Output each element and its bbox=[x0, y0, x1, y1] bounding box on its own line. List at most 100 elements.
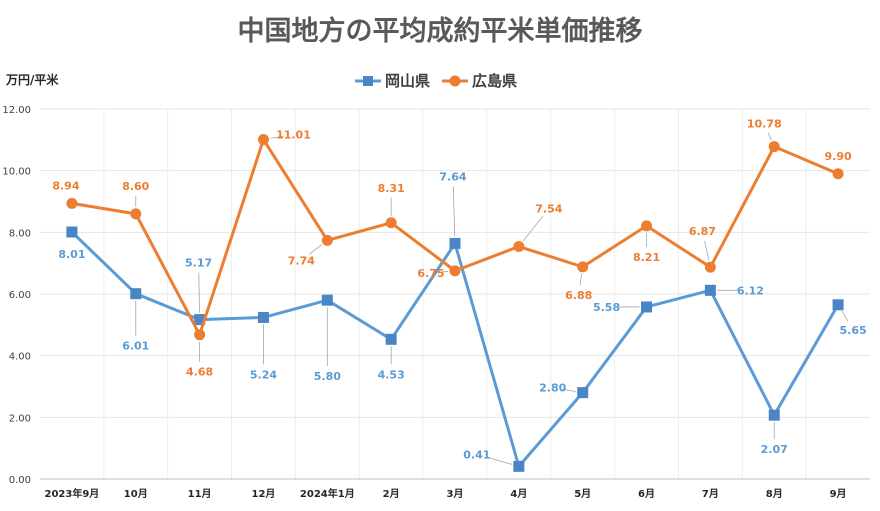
data-point-okayama[interactable] bbox=[577, 387, 589, 399]
x-tick-label: 12月 bbox=[252, 488, 276, 500]
data-label-hiroshima: 7.54 bbox=[535, 203, 562, 216]
axes: 0.00 2.00 4.00 6.00 8.00 10.00 12.00 2023年9月 10月… bbox=[2, 105, 870, 500]
y-tick-label: 6.00 bbox=[9, 290, 31, 301]
y-tick-label: 4.00 bbox=[9, 352, 31, 363]
series-okayama bbox=[66, 226, 844, 472]
data-label-okayama: 7.64 bbox=[439, 170, 466, 183]
data-label-hiroshima: 6.88 bbox=[565, 289, 592, 302]
x-tick-label: 2月 bbox=[383, 488, 400, 500]
data-label-okayama: 5.58 bbox=[593, 301, 620, 314]
legend-label-okayama: 岡山県 bbox=[385, 72, 430, 90]
series-hiroshima bbox=[66, 134, 844, 341]
data-point-hiroshima[interactable] bbox=[194, 329, 206, 341]
data-point-okayama[interactable] bbox=[449, 237, 461, 249]
data-labels: 8.01 6.01 5.17 5.24 5.80 4.53 7.64 0.41 2.80 5.58… bbox=[52, 118, 867, 465]
data-label-okayama: 6.01 bbox=[122, 340, 149, 353]
data-label-leader bbox=[522, 216, 543, 242]
data-label-okayama: 6.12 bbox=[737, 284, 764, 297]
x-tick-label: 6月 bbox=[638, 488, 655, 500]
x-tick-label: 4月 bbox=[510, 488, 527, 500]
data-point-okayama[interactable] bbox=[257, 311, 269, 323]
data-point-hiroshima[interactable] bbox=[321, 234, 333, 246]
y-tick-label: 2.00 bbox=[9, 413, 31, 424]
data-label-hiroshima: 4.68 bbox=[186, 366, 213, 379]
data-point-okayama[interactable] bbox=[385, 333, 397, 345]
data-label-hiroshima: 8.21 bbox=[633, 251, 660, 264]
data-point-hiroshima[interactable] bbox=[768, 141, 780, 153]
data-label-leader bbox=[704, 240, 710, 261]
data-label-okayama: 2.80 bbox=[539, 382, 566, 395]
data-label-okayama: 5.17 bbox=[185, 257, 212, 270]
data-point-hiroshima[interactable] bbox=[641, 220, 653, 232]
data-point-okayama[interactable] bbox=[704, 284, 716, 296]
chart-title: 中国地方の平均成約平米単価推移 bbox=[238, 15, 643, 47]
data-point-hiroshima[interactable] bbox=[513, 241, 525, 253]
x-tick-label: 10月 bbox=[124, 488, 148, 500]
data-label-okayama: 0.41 bbox=[463, 448, 490, 461]
x-tick-label: 2023年9月 bbox=[45, 487, 100, 500]
data-label-okayama: 5.80 bbox=[314, 370, 341, 383]
data-point-okayama[interactable] bbox=[194, 314, 206, 326]
data-label-leader bbox=[579, 273, 583, 286]
legend-entry-hiroshima[interactable]: 広島県 bbox=[442, 72, 517, 90]
legend: 岡山県 広島県 bbox=[355, 72, 517, 90]
data-point-hiroshima[interactable] bbox=[130, 208, 142, 220]
data-label-hiroshima: 8.94 bbox=[52, 179, 79, 192]
data-label-leader bbox=[767, 132, 772, 141]
data-label-hiroshima: 6.75 bbox=[417, 267, 444, 280]
data-point-hiroshima[interactable] bbox=[449, 265, 461, 277]
data-point-okayama[interactable] bbox=[832, 299, 844, 311]
x-tick-label: 3月 bbox=[447, 488, 464, 500]
y-tick-label: 12.00 bbox=[2, 105, 31, 116]
series-line-hiroshima bbox=[71, 138, 839, 337]
data-point-hiroshima[interactable] bbox=[577, 261, 589, 273]
legend-entry-okayama[interactable]: 岡山県 bbox=[355, 72, 430, 90]
data-label-okayama: 4.53 bbox=[378, 368, 405, 381]
data-point-hiroshima[interactable] bbox=[704, 261, 716, 273]
data-label-hiroshima: 8.60 bbox=[122, 180, 149, 193]
legend-marker-hiroshima bbox=[449, 75, 461, 87]
data-label-hiroshima: 8.31 bbox=[378, 182, 405, 195]
y-tick-label: 8.00 bbox=[9, 228, 31, 239]
legend-marker-okayama bbox=[363, 76, 373, 86]
x-tick-label: 8月 bbox=[766, 488, 783, 500]
series bbox=[66, 134, 844, 472]
data-label-leader bbox=[198, 272, 200, 313]
data-point-okayama[interactable] bbox=[321, 294, 333, 306]
data-label-leader bbox=[270, 135, 284, 139]
x-tick-label: 7月 bbox=[702, 488, 719, 500]
data-label-leader bbox=[440, 271, 449, 273]
data-label-leader bbox=[841, 310, 849, 322]
data-label-hiroshima: 10.78 bbox=[747, 118, 782, 131]
data-label-leader bbox=[308, 244, 323, 255]
x-tick-label: 5月 bbox=[574, 488, 591, 500]
x-tick-label: 9月 bbox=[830, 488, 847, 500]
y-axis-unit-label: 万円/平米 bbox=[5, 72, 59, 87]
data-label-hiroshima: 7.74 bbox=[288, 254, 315, 267]
legend-label-hiroshima: 広島県 bbox=[472, 72, 517, 90]
data-point-okayama[interactable] bbox=[130, 288, 142, 300]
data-point-hiroshima[interactable] bbox=[832, 168, 844, 180]
data-label-leader bbox=[452, 186, 456, 237]
data-point-hiroshima[interactable] bbox=[66, 197, 78, 209]
data-point-okayama[interactable] bbox=[66, 226, 78, 238]
data-label-leader bbox=[562, 388, 576, 392]
y-tick-label: 0.00 bbox=[9, 475, 31, 486]
data-point-okayama[interactable] bbox=[768, 409, 780, 421]
data-label-okayama: 5.24 bbox=[250, 368, 277, 381]
data-point-hiroshima[interactable] bbox=[257, 134, 269, 146]
data-point-hiroshima[interactable] bbox=[385, 217, 397, 229]
data-point-okayama[interactable] bbox=[641, 301, 653, 313]
data-label-hiroshima: 11.01 bbox=[276, 129, 311, 142]
data-label-hiroshima: 9.90 bbox=[825, 150, 852, 163]
data-label-leader bbox=[486, 456, 513, 465]
y-tick-label: 10.00 bbox=[2, 167, 31, 178]
data-label-hiroshima: 6.87 bbox=[689, 225, 716, 238]
x-tick-label: 2024年1月 bbox=[300, 487, 355, 500]
data-label-okayama: 8.01 bbox=[58, 248, 85, 261]
data-point-okayama[interactable] bbox=[513, 460, 525, 472]
x-tick-label: 11月 bbox=[188, 488, 212, 500]
data-label-okayama: 2.07 bbox=[761, 443, 788, 456]
